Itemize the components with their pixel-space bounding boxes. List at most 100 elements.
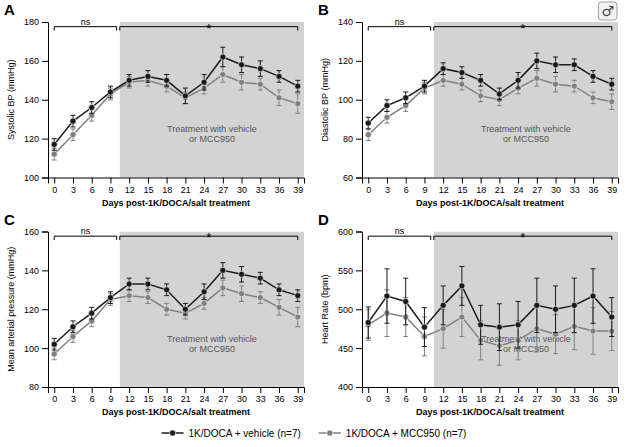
x-tick-mark (481, 178, 482, 184)
x-tick-label: 39 (293, 185, 303, 195)
y-tick-label: 120 (338, 56, 353, 66)
x-tick-label: 9 (422, 394, 427, 404)
point (440, 77, 446, 83)
point (70, 333, 76, 339)
x-tick: 24 (200, 178, 210, 195)
error-bar (277, 284, 282, 296)
x-tick-label: 9 (422, 185, 427, 195)
x-tick: 21 (181, 178, 191, 195)
y-tick-mark (42, 178, 48, 179)
y-axis-line (42, 232, 49, 388)
y-tick: 140 (24, 95, 48, 105)
data-group (51, 47, 301, 160)
x-tick-mark (462, 178, 463, 184)
x-tick-label: 27 (532, 394, 542, 404)
panel-title: C (4, 211, 15, 228)
x-tick-mark (499, 178, 500, 184)
y-tick-label: 120 (24, 134, 39, 144)
annotation-line: Treatment with vehicle (481, 124, 571, 134)
error-bar (366, 129, 371, 141)
bracket (368, 236, 430, 240)
x-tick: 3 (385, 387, 390, 404)
error-bar (277, 300, 282, 316)
error-bar (145, 71, 150, 83)
y-tick: 140 (338, 17, 362, 27)
x-tick-mark (73, 387, 74, 393)
annotation: Treatment with vehicleor MCC950 (167, 124, 257, 144)
badge: ♂ (598, 2, 617, 20)
point (51, 141, 57, 147)
point (295, 83, 301, 89)
error-bar (127, 74, 132, 86)
x-tick-mark (298, 387, 299, 393)
error-bar (145, 278, 150, 290)
x-tick-label: 24 (200, 394, 210, 404)
x-tick: 3 (71, 178, 76, 195)
x-tick: 12 (125, 387, 135, 404)
x-tick-mark (92, 178, 93, 184)
x-tick-label: 33 (570, 185, 580, 195)
error-bar (478, 74, 483, 86)
point (220, 71, 226, 77)
y-axis: 80100120140160 (24, 227, 49, 393)
background-group (120, 22, 304, 178)
y-tick-label: 80 (29, 382, 39, 392)
point (126, 77, 132, 83)
point (552, 62, 558, 68)
x-tick: 0 (366, 387, 371, 404)
x-tick-label: 15 (457, 394, 467, 404)
point (238, 291, 244, 297)
point (70, 324, 76, 330)
point (590, 73, 596, 79)
point (384, 293, 390, 299)
legend-label: 1K/DOCA + vehicle (n=7) (189, 428, 301, 439)
x-tick-mark (368, 178, 369, 184)
point (421, 324, 427, 330)
point (51, 341, 57, 347)
x-tick-mark (443, 387, 444, 393)
point (384, 102, 390, 108)
x-tick-label: 39 (607, 394, 617, 404)
annotation-line: Treatment with vehicle (167, 124, 257, 134)
point (182, 306, 188, 312)
panel: Treatment with vehicleor MCC950036912151… (318, 1, 619, 208)
x-tick-label: 30 (237, 394, 247, 404)
y-axis-title: Diastolic BP (mmHg) (320, 58, 330, 141)
point (295, 293, 301, 299)
x-tick: 0 (366, 178, 371, 195)
x-tick: 21 (495, 387, 505, 404)
y-tick-mark (356, 178, 362, 179)
x-axis-line (363, 178, 619, 184)
error-bar (220, 47, 225, 66)
x-tick-mark (260, 387, 261, 393)
x-tick: 9 (422, 387, 427, 404)
error-bar (572, 59, 577, 71)
data-group (365, 53, 615, 140)
error-bar (553, 76, 558, 92)
point (459, 69, 465, 75)
point (590, 95, 596, 101)
x-tick: 39 (607, 387, 617, 404)
x-tick-mark (204, 387, 205, 393)
x-tick-mark (387, 387, 388, 393)
x-tick: 39 (293, 387, 303, 404)
series-line (368, 313, 612, 346)
x-tick: 33 (570, 178, 580, 195)
panel: Treatment with vehicleor MCC950036912151… (318, 211, 619, 418)
error-bar (366, 307, 371, 338)
panel: Treatment with vehicleor MCC950036912151… (4, 211, 305, 418)
point (609, 99, 615, 105)
legend-label: 1K/DOCA + MCC950 (n=7) (346, 428, 467, 439)
x-tick-label: 39 (607, 185, 617, 195)
bracket-label: * (520, 230, 525, 245)
error-bar (239, 266, 244, 282)
x-tick: 6 (404, 387, 409, 404)
error-bar (591, 92, 596, 104)
x-tick-mark (537, 387, 538, 393)
bracket-label: * (206, 230, 211, 245)
error-bar (572, 278, 577, 332)
y-tick-mark (356, 309, 362, 310)
series (51, 263, 301, 350)
error-bar (239, 74, 244, 90)
bracket-label: ns (81, 17, 91, 27)
